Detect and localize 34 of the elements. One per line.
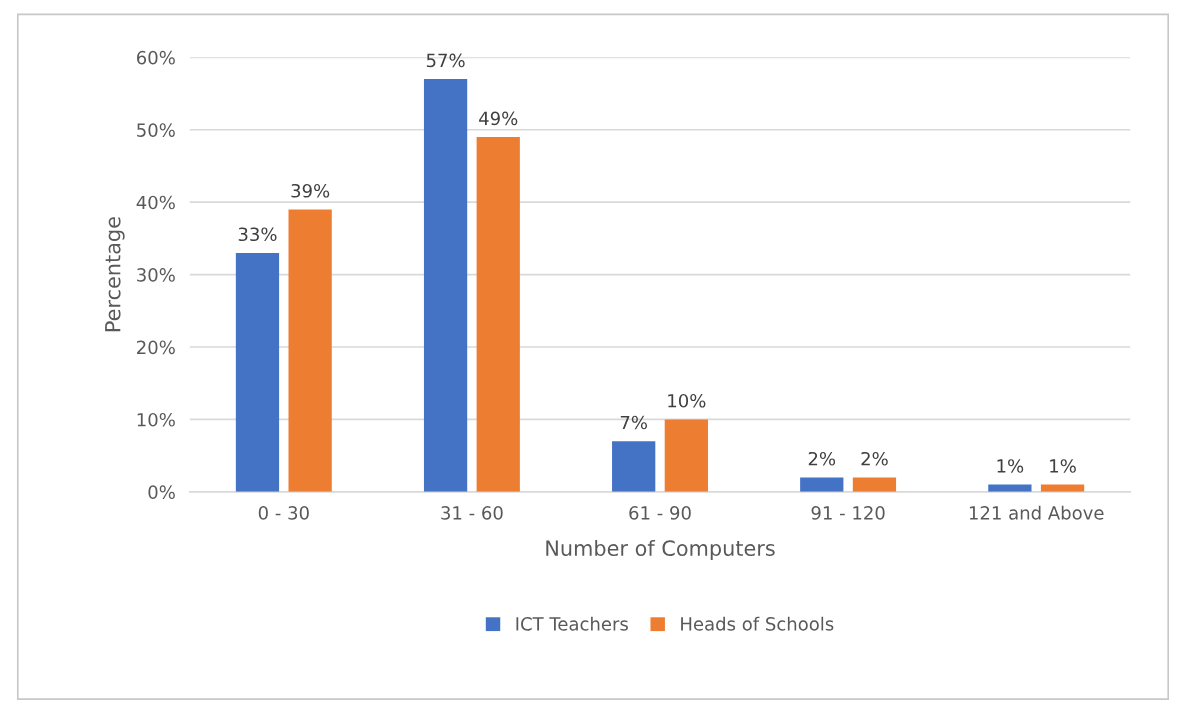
x-tick-label: 91 - 120 (811, 506, 885, 520)
data-label: 7% (620, 415, 647, 430)
x-tick-label: 61 - 90 (629, 506, 691, 520)
y-tick-label: 60% (137, 50, 175, 65)
y-tick-label: 20% (137, 340, 175, 355)
legend-label: ICT Teachers (516, 616, 628, 631)
data-label: 2% (861, 451, 888, 466)
data-label: 2% (808, 451, 836, 466)
data-label: 1% (1050, 459, 1076, 473)
bar (664, 419, 708, 492)
bar (288, 209, 332, 492)
bar (476, 137, 520, 492)
y-axis-title: Percentage (105, 217, 125, 332)
bar (423, 79, 468, 492)
bar (800, 477, 844, 492)
data-label: 1% (997, 459, 1024, 473)
bar (612, 441, 656, 492)
y-tick-label: 50% (137, 123, 175, 137)
y-tick-label: 0% (148, 485, 175, 499)
bar (235, 252, 280, 492)
bar (852, 477, 897, 492)
x-tick-label: 0 - 30 (258, 506, 309, 520)
data-label: 39% (291, 183, 330, 198)
x-tick-label: 121 and Above (969, 505, 1104, 520)
y-tick-label: 30% (137, 268, 175, 282)
data-label: 57% (426, 53, 465, 68)
x-tick-label: 31 - 60 (441, 506, 503, 520)
data-label: 49% (479, 111, 518, 126)
x-axis-title: Number of Computers (546, 539, 775, 561)
y-tick-label: 40% (136, 195, 175, 210)
y-tick-label: 10% (137, 412, 175, 427)
legend-label: Heads of Schools (681, 616, 834, 631)
data-label: 33% (238, 227, 277, 242)
data-label: 10% (668, 393, 706, 408)
